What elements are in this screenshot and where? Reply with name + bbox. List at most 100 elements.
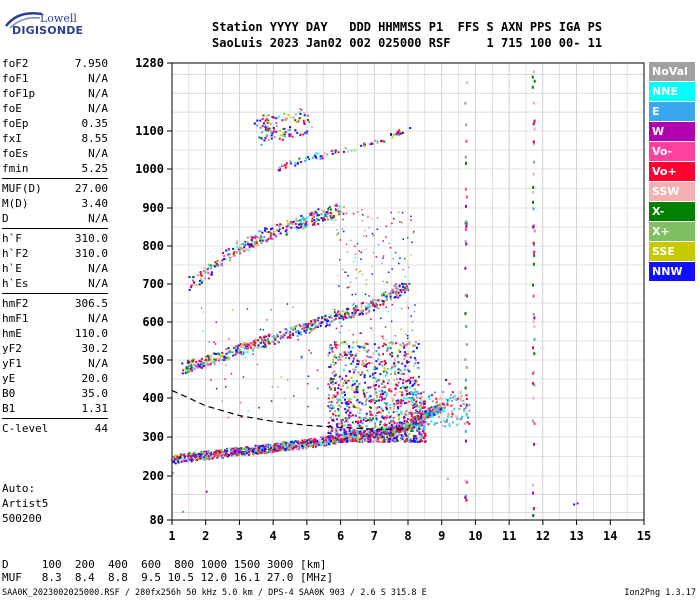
echo-point <box>311 126 314 129</box>
echo-point <box>369 375 372 378</box>
echo-point <box>351 421 354 424</box>
param-row-b1: B1 1.31 <box>2 401 108 416</box>
echo-point <box>390 320 393 323</box>
param-label: B0 <box>2 387 16 400</box>
echo-point <box>279 232 282 235</box>
echo-point <box>385 406 388 409</box>
echo-point <box>358 424 361 427</box>
echo-point <box>398 349 401 352</box>
echo-point <box>339 353 342 356</box>
echo-point <box>402 342 405 345</box>
echo-point <box>414 440 417 443</box>
echo-point <box>307 443 310 446</box>
echo-point <box>199 453 202 456</box>
echo-point <box>400 412 403 415</box>
echo-point <box>397 429 400 432</box>
echo-point <box>364 293 367 296</box>
param-label: foF1p <box>2 87 36 100</box>
echo-point <box>332 361 335 364</box>
echo-point <box>221 454 224 457</box>
echo-point <box>203 456 205 459</box>
param-value: 310.0 <box>74 247 108 260</box>
echo-point <box>376 437 379 440</box>
echo-point <box>420 433 423 436</box>
echo-point <box>287 448 290 451</box>
echo-point <box>463 408 466 411</box>
echo-point <box>465 406 468 409</box>
echo-point <box>386 368 389 370</box>
echo-point <box>390 423 393 425</box>
echo-point <box>436 406 439 409</box>
echo-point <box>413 310 416 313</box>
echo-point <box>229 447 232 450</box>
echo-point <box>322 436 325 438</box>
echo-point <box>251 348 254 350</box>
echo-point <box>420 419 422 422</box>
echo-point <box>421 430 424 433</box>
echo-point <box>375 400 378 402</box>
echo-point <box>200 360 203 363</box>
echo-point <box>352 368 354 371</box>
echo-point <box>225 352 228 355</box>
echo-point <box>467 416 469 419</box>
echo-point <box>243 454 245 456</box>
echo-point <box>259 337 261 340</box>
echo-point <box>270 450 272 453</box>
echo-point <box>193 364 196 367</box>
echo-point <box>358 271 361 273</box>
echo-point <box>312 446 315 449</box>
echo-point <box>283 397 286 400</box>
echo-point <box>446 403 449 406</box>
echo-point <box>177 456 180 459</box>
echo-point <box>440 405 443 408</box>
echo-point <box>381 364 384 367</box>
param-row-mufd: MUF(D) 27.00 <box>2 181 108 196</box>
echo-point <box>267 139 270 141</box>
echo-point <box>374 436 377 439</box>
echo-point <box>245 446 248 449</box>
echo-point <box>362 214 364 216</box>
echo-point <box>343 429 346 432</box>
echo-point <box>333 387 336 390</box>
echo-point <box>445 379 448 381</box>
param-label: hmF1 <box>2 312 29 325</box>
echo-point <box>269 444 272 447</box>
echo-point <box>432 405 434 408</box>
echo-point <box>435 422 438 424</box>
echo-point <box>427 416 430 419</box>
echo-point <box>216 453 219 456</box>
echo-point <box>448 423 451 426</box>
param-value: 30.2 <box>81 342 109 355</box>
echo-point <box>465 220 468 224</box>
echo-point <box>344 401 347 404</box>
echo-point <box>344 417 347 420</box>
echo-point <box>326 218 329 221</box>
echo-point <box>373 309 375 312</box>
echo-point <box>408 342 411 345</box>
echo-point <box>378 399 380 402</box>
echo-point <box>276 442 279 445</box>
echo-point <box>382 337 384 340</box>
echo-point <box>433 409 436 412</box>
echo-point <box>331 419 334 422</box>
echo-point <box>406 437 408 440</box>
echo-point <box>247 243 250 246</box>
echo-point <box>386 402 388 405</box>
echo-point <box>255 446 258 449</box>
echo-point <box>240 343 243 346</box>
echo-point <box>410 398 413 401</box>
echo-point <box>395 378 398 380</box>
echo-point <box>201 452 204 455</box>
echo-point <box>410 411 413 414</box>
echo-point <box>228 252 231 255</box>
echo-point <box>331 440 334 443</box>
echo-point <box>416 419 419 422</box>
echo-point <box>365 307 368 310</box>
echo-point <box>270 134 273 137</box>
echo-point <box>411 427 414 430</box>
echo-point <box>269 123 272 125</box>
echo-point <box>465 242 468 246</box>
echo-point <box>380 335 383 337</box>
echo-point <box>414 436 417 439</box>
echo-point <box>370 400 372 403</box>
